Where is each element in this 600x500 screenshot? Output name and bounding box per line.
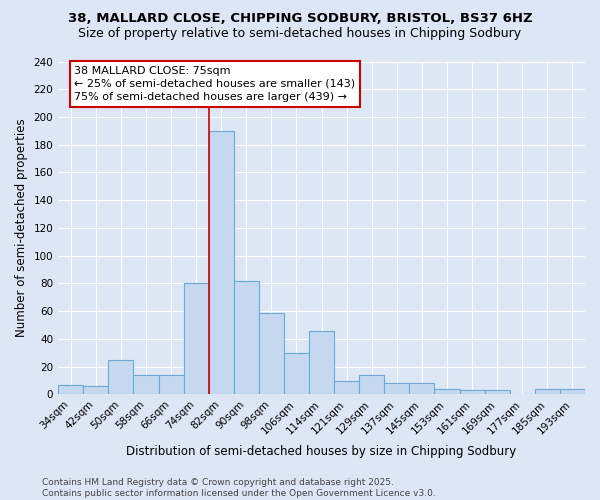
Bar xyxy=(535,389,560,394)
Bar xyxy=(184,284,209,395)
Text: 38 MALLARD CLOSE: 75sqm
← 25% of semi-detached houses are smaller (143)
75% of s: 38 MALLARD CLOSE: 75sqm ← 25% of semi-de… xyxy=(74,66,356,102)
Bar xyxy=(234,280,259,394)
Text: Size of property relative to semi-detached houses in Chipping Sodbury: Size of property relative to semi-detach… xyxy=(79,28,521,40)
X-axis label: Distribution of semi-detached houses by size in Chipping Sodbury: Distribution of semi-detached houses by … xyxy=(127,444,517,458)
Bar xyxy=(83,386,109,394)
Bar xyxy=(334,380,359,394)
Bar xyxy=(460,390,485,394)
Bar xyxy=(133,375,158,394)
Text: Contains HM Land Registry data © Crown copyright and database right 2025.
Contai: Contains HM Land Registry data © Crown c… xyxy=(42,478,436,498)
Bar xyxy=(560,389,585,394)
Bar xyxy=(209,131,234,394)
Bar xyxy=(259,312,284,394)
Text: 38, MALLARD CLOSE, CHIPPING SODBURY, BRISTOL, BS37 6HZ: 38, MALLARD CLOSE, CHIPPING SODBURY, BRI… xyxy=(68,12,532,26)
Bar xyxy=(58,384,83,394)
Bar xyxy=(359,375,385,394)
Y-axis label: Number of semi-detached properties: Number of semi-detached properties xyxy=(15,118,28,338)
Bar xyxy=(385,384,409,394)
Bar xyxy=(158,375,184,394)
Bar xyxy=(284,353,309,395)
Bar xyxy=(485,390,510,394)
Bar xyxy=(434,389,460,394)
Bar xyxy=(109,360,133,394)
Bar xyxy=(309,330,334,394)
Bar xyxy=(409,384,434,394)
